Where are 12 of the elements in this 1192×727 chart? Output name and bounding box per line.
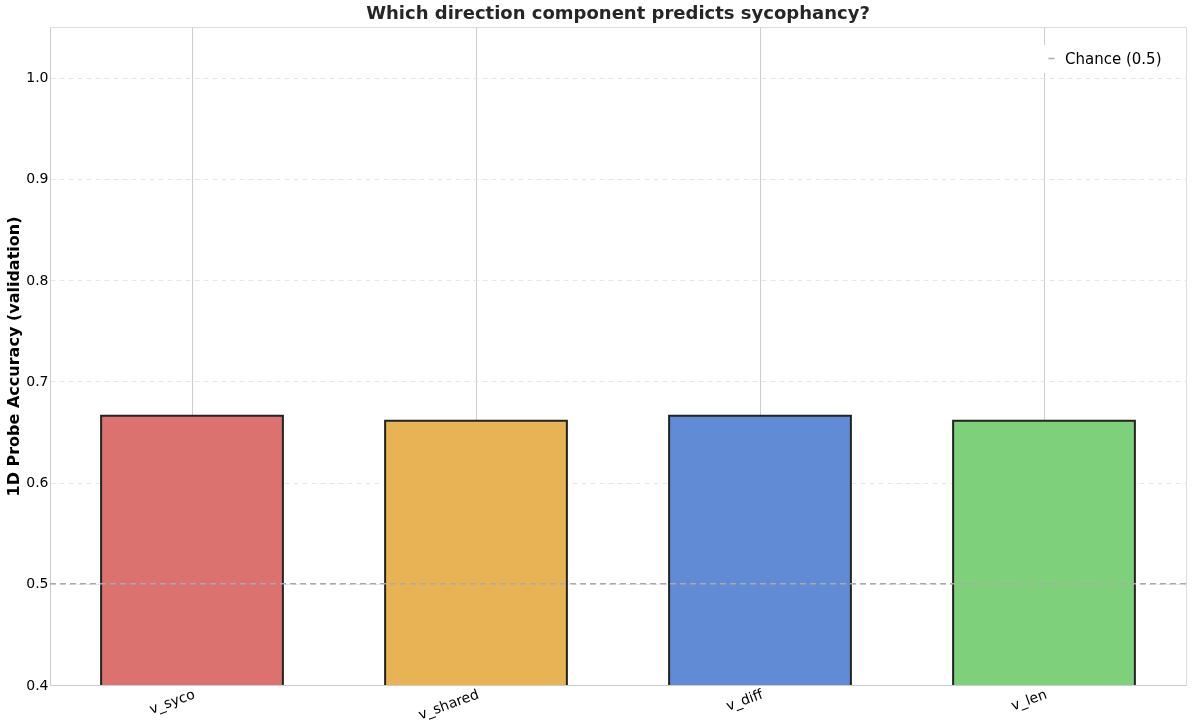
- chart-title: Which direction component predicts sycophancy?: [366, 2, 870, 23]
- legend-label: Chance (0.5): [1065, 49, 1162, 68]
- x-tick-label: v_diff: [723, 685, 766, 714]
- y-tick-label: 0.9: [26, 170, 49, 187]
- y-tick-label: 1.0: [26, 69, 49, 86]
- y-tick-label: 0.5: [26, 575, 49, 592]
- x-tick-label: v_len: [1008, 685, 1049, 714]
- y-tick-label: 0.4: [26, 676, 49, 693]
- y-tick-label: 0.8: [26, 271, 49, 288]
- y-axis-title: 1D Probe Accuracy (validation): [4, 216, 24, 497]
- y-tick-label: 0.7: [26, 372, 49, 389]
- y-tick-label: 0.6: [26, 474, 49, 491]
